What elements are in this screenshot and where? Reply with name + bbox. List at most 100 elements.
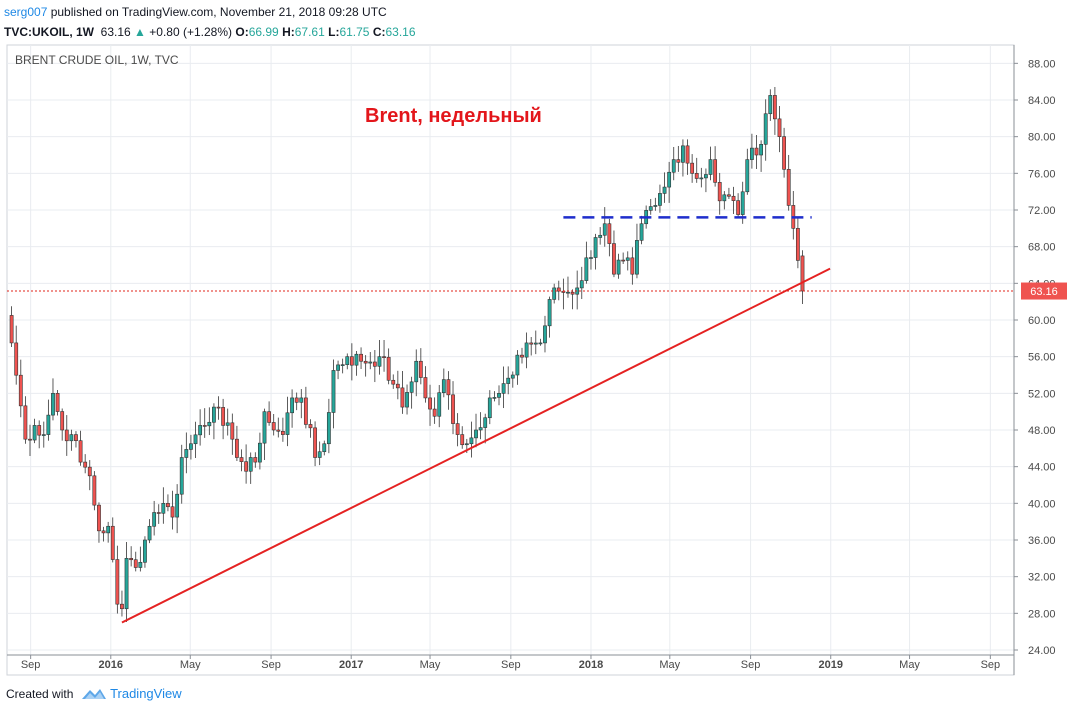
candle-body bbox=[547, 299, 552, 327]
candle-body bbox=[529, 342, 534, 345]
price-tick-label: 88.00 bbox=[1028, 58, 1056, 70]
candle-body bbox=[340, 364, 345, 366]
candle-body bbox=[124, 558, 129, 610]
candle-body bbox=[386, 356, 391, 381]
price-tick-label: 56.00 bbox=[1028, 352, 1056, 364]
candle-body bbox=[750, 147, 754, 160]
candle-body bbox=[83, 461, 88, 468]
candle-body bbox=[60, 411, 65, 431]
candle-body bbox=[285, 412, 290, 435]
candle-body bbox=[414, 360, 419, 383]
price-chart[interactable]: 24.00 28.00 32.00 36.00 40.00 44.00 48.00 52.00… bbox=[0, 0, 1074, 685]
candle-body bbox=[708, 159, 713, 175]
price-tick-label: 48.00 bbox=[1028, 425, 1056, 437]
candle-body bbox=[497, 393, 501, 398]
candle-body bbox=[189, 443, 193, 450]
candle-body bbox=[179, 457, 184, 495]
candle bbox=[9, 306, 14, 347]
candle-body bbox=[460, 434, 465, 446]
candle bbox=[671, 146, 676, 181]
candle-body bbox=[409, 381, 414, 393]
candle bbox=[359, 347, 363, 370]
candles bbox=[9, 87, 805, 623]
candle bbox=[777, 105, 782, 153]
candle bbox=[170, 490, 175, 530]
candle-body bbox=[55, 393, 60, 412]
candle bbox=[768, 89, 773, 121]
candle-body bbox=[501, 383, 506, 394]
candle-body bbox=[428, 397, 432, 410]
candle-body bbox=[704, 174, 708, 179]
candle bbox=[110, 517, 115, 563]
time-axis[interactable]: Sep 2016 May Sep 2017 May Sep 2018 May Sep 2019 May… bbox=[7, 654, 1014, 671]
pane-title: BRENT CRUDE OIL, 1W, TVC bbox=[15, 53, 179, 67]
candle-body bbox=[759, 144, 764, 156]
price-tick-label: 28.00 bbox=[1028, 608, 1056, 620]
candle-body bbox=[170, 506, 175, 518]
candle bbox=[377, 340, 382, 375]
open-label: O: bbox=[235, 25, 249, 39]
candle-body bbox=[303, 397, 308, 425]
candle-body bbox=[202, 425, 207, 427]
author-link[interactable]: serg007 bbox=[4, 5, 48, 19]
tradingview-brand[interactable]: TradingView bbox=[110, 686, 182, 701]
candle-body bbox=[372, 361, 377, 367]
symbol-line: TVC:UKOIL, 1W 63.16 ▲ +0.80 (+1.28%) O:6… bbox=[4, 22, 1070, 42]
price-axis[interactable]: 24.00 28.00 32.00 36.00 40.00 44.00 48.00 52.00… bbox=[1013, 45, 1056, 675]
time-tick-label: 2017 bbox=[339, 659, 363, 671]
published-text: published on TradingView.com, November 2… bbox=[47, 5, 387, 19]
candle bbox=[280, 417, 285, 442]
candle bbox=[685, 139, 690, 175]
candle bbox=[41, 421, 46, 448]
candle bbox=[18, 359, 23, 418]
time-tick-label: May bbox=[659, 659, 680, 671]
candle-body bbox=[474, 429, 478, 439]
candle bbox=[189, 434, 193, 460]
candle-body bbox=[349, 356, 354, 366]
candle bbox=[340, 358, 345, 374]
candle-body bbox=[768, 95, 773, 115]
price-tick-label: 36.00 bbox=[1028, 535, 1056, 547]
candle-body bbox=[736, 200, 741, 215]
candle-body bbox=[598, 234, 603, 238]
candle-body bbox=[184, 449, 189, 458]
candle-body bbox=[239, 457, 244, 462]
candle-body bbox=[161, 503, 166, 514]
candle bbox=[506, 366, 511, 395]
candle-body bbox=[359, 353, 363, 362]
candle bbox=[244, 444, 249, 484]
publish-line: serg007 published on TradingView.com, No… bbox=[4, 2, 1070, 22]
candle-body bbox=[533, 342, 538, 345]
candle bbox=[276, 417, 281, 438]
candle-body bbox=[699, 177, 704, 180]
candle bbox=[690, 154, 695, 183]
candle bbox=[791, 190, 796, 240]
candle bbox=[667, 161, 672, 203]
candle bbox=[745, 148, 750, 195]
candle bbox=[598, 227, 603, 245]
candle-body bbox=[579, 280, 584, 289]
candle bbox=[727, 187, 731, 200]
candle bbox=[713, 146, 718, 187]
candle bbox=[676, 145, 681, 172]
time-tick-label: 2018 bbox=[579, 659, 603, 671]
candle-body bbox=[506, 377, 511, 384]
candle bbox=[437, 385, 442, 428]
candle bbox=[198, 409, 203, 446]
candle bbox=[97, 502, 101, 543]
candle bbox=[395, 370, 400, 400]
candle bbox=[326, 398, 331, 454]
candle-body bbox=[294, 397, 299, 403]
candle bbox=[120, 590, 124, 617]
candle bbox=[14, 325, 19, 385]
candle-body bbox=[166, 503, 170, 508]
candle bbox=[510, 371, 515, 388]
candle-body bbox=[110, 525, 115, 560]
candle bbox=[722, 191, 727, 210]
candle-body bbox=[800, 255, 805, 292]
candle-body bbox=[621, 259, 626, 262]
candle-body bbox=[441, 379, 446, 393]
candle bbox=[391, 374, 396, 389]
candle-body bbox=[722, 194, 727, 202]
candle bbox=[161, 487, 166, 524]
